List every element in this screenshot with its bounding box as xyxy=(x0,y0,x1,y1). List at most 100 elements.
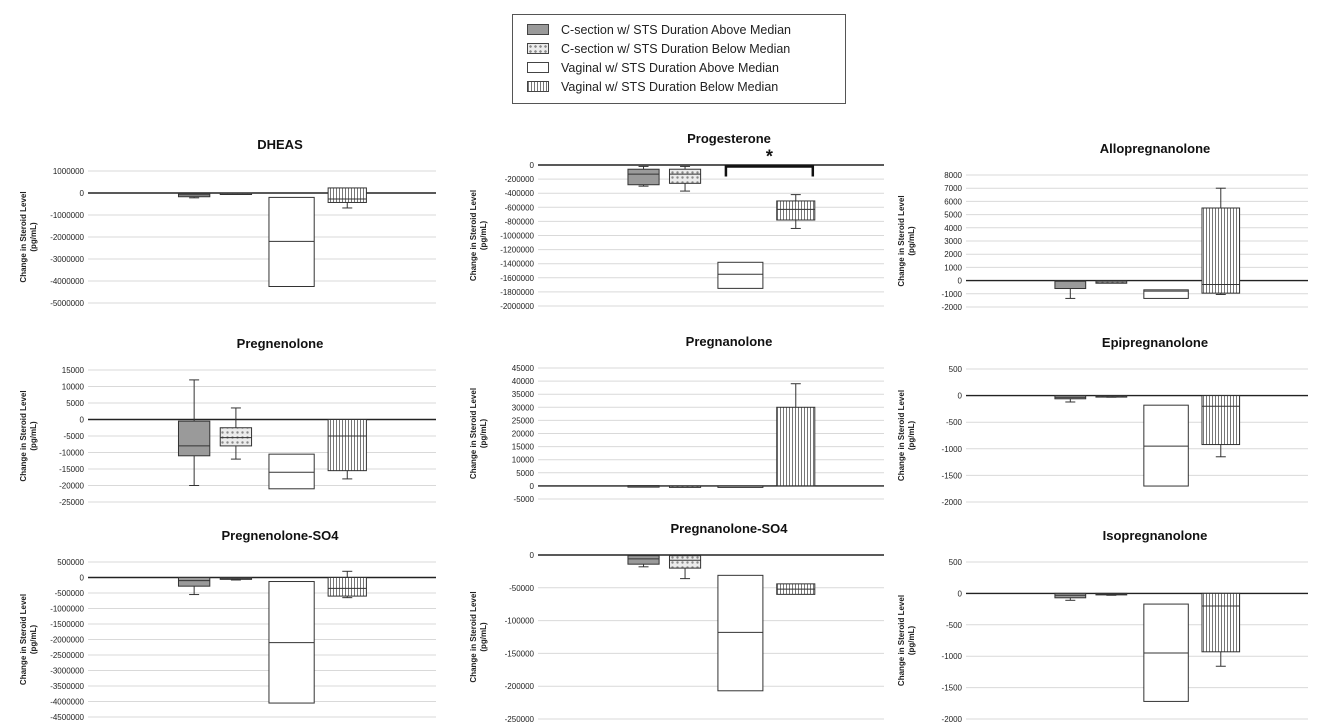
y-tick-label: 0 xyxy=(530,551,535,560)
significance-bracket xyxy=(724,165,815,177)
legend-label: Vaginal w/ STS Duration Above Median xyxy=(561,61,779,75)
y-tick-label: -200000 xyxy=(505,175,535,184)
y-tick-label: -20000 xyxy=(59,482,84,491)
y-axis-label: Change in Steroid Level xyxy=(469,190,478,281)
y-tick-label: -1000000 xyxy=(500,232,534,241)
y-tick-label: -15000 xyxy=(59,465,84,474)
legend-label: Vaginal w/ STS Duration Below Median xyxy=(561,80,779,94)
y-tick-label: 0 xyxy=(958,589,963,598)
y-tick-label: 0 xyxy=(80,574,85,583)
chart-title: Pregnanolone-SO4 xyxy=(670,521,788,536)
y-axis-label: Change in Steroid Level xyxy=(897,595,906,686)
y-tick-label: -4000000 xyxy=(50,698,84,707)
y-tick-label: 30000 xyxy=(512,403,535,412)
y-tick-label: -150000 xyxy=(505,649,535,658)
y-tick-label: 20000 xyxy=(512,430,535,439)
y-tick-label: 4000 xyxy=(944,224,962,233)
y-tick-label: 15000 xyxy=(512,443,535,452)
legend-item-vaginal-above: Vaginal w/ STS Duration Above Median xyxy=(527,61,845,80)
y-tick-label: -1200000 xyxy=(500,246,534,255)
y-tick-label: -250000 xyxy=(505,715,535,724)
y-tick-label: 2000 xyxy=(944,250,962,259)
y-axis-label: Change in Steroid Level xyxy=(469,591,478,682)
y-tick-label: -500000 xyxy=(55,589,85,598)
y-axis-unit: (pg/mL) xyxy=(479,622,488,652)
y-tick-label: 0 xyxy=(80,416,85,425)
legend-swatch-dots xyxy=(527,43,549,54)
y-tick-label: 0 xyxy=(958,392,963,401)
y-axis-unit: (pg/mL) xyxy=(479,419,488,449)
y-tick-label: 5000 xyxy=(944,211,962,220)
y-tick-label: -2000000 xyxy=(50,233,84,242)
y-tick-label: -2500000 xyxy=(50,651,84,660)
y-tick-label: 5000 xyxy=(516,469,534,478)
y-tick-label: -1400000 xyxy=(500,260,534,269)
y-tick-label: 3000 xyxy=(944,237,962,246)
box-vaginal-below xyxy=(327,187,367,203)
y-tick-label: 10000 xyxy=(62,383,85,392)
box-vaginal-above xyxy=(268,453,315,490)
y-tick-label: -3500000 xyxy=(50,682,84,691)
y-tick-label: 15000 xyxy=(62,366,85,375)
legend-label: C-section w/ STS Duration Below Median xyxy=(561,42,791,56)
y-tick-label: -1500 xyxy=(942,471,963,480)
legend: C-section w/ STS Duration Above Median C… xyxy=(512,14,846,104)
legend-swatch-white xyxy=(527,62,549,73)
y-tick-label: -100000 xyxy=(505,617,535,626)
y-tick-label: 8000 xyxy=(944,171,962,180)
y-tick-label: -500 xyxy=(946,418,963,427)
y-axis-unit: (pg/mL) xyxy=(907,226,916,256)
y-axis-label: Change in Steroid Level xyxy=(469,388,478,479)
box-csection-above xyxy=(177,420,211,457)
y-tick-label: 6000 xyxy=(944,197,962,206)
chart-title: Pregnenolone-SO4 xyxy=(221,528,339,543)
y-axis-label: Change in Steroid Level xyxy=(19,390,28,481)
chart-title: Isopregnanolone xyxy=(1103,528,1208,543)
box-vaginal-below xyxy=(1201,592,1241,653)
y-tick-label: 1000000 xyxy=(53,167,85,176)
box-vaginal-above xyxy=(717,574,764,692)
y-tick-label: -2000000 xyxy=(500,302,534,311)
y-tick-label: -3000000 xyxy=(50,667,84,676)
chart-title: Pregnenolone xyxy=(237,336,324,351)
box-vaginal-above xyxy=(1143,404,1189,487)
legend-swatch-gray xyxy=(527,24,549,35)
box-vaginal-above xyxy=(1143,289,1189,299)
y-axis-label: Change in Steroid Level xyxy=(897,195,906,286)
y-tick-label: -50000 xyxy=(509,584,534,593)
legend-item-vaginal-below: Vaginal w/ STS Duration Below Median xyxy=(527,80,845,99)
y-tick-label: -1500000 xyxy=(50,620,84,629)
box-vaginal-below xyxy=(776,406,816,487)
y-tick-label: -2000 xyxy=(942,715,963,724)
chart-title: Progesterone xyxy=(687,131,771,146)
y-tick-label: 45000 xyxy=(512,364,535,373)
y-axis-unit: (pg/mL) xyxy=(907,421,916,451)
chart-title: Pregnanolone xyxy=(686,334,773,349)
y-axis-unit: (pg/mL) xyxy=(29,222,38,252)
y-tick-label: -1600000 xyxy=(500,274,534,283)
y-tick-label: 500000 xyxy=(57,558,84,567)
box-vaginal-below xyxy=(1201,395,1241,446)
legend-item-csection-below: C-section w/ STS Duration Below Median xyxy=(527,42,845,61)
y-tick-label: 1000 xyxy=(944,263,962,272)
y-tick-label: -4000000 xyxy=(50,277,84,286)
y-axis-label: Change in Steroid Level xyxy=(19,594,28,685)
legend-label: C-section w/ STS Duration Above Median xyxy=(561,23,791,37)
y-tick-label: 500 xyxy=(949,558,963,567)
y-axis-unit: (pg/mL) xyxy=(29,421,38,451)
y-axis-unit: (pg/mL) xyxy=(479,221,488,251)
box-vaginal-above xyxy=(717,261,764,289)
box-csection-above xyxy=(627,168,660,186)
y-tick-label: 40000 xyxy=(512,377,535,386)
box-vaginal-below xyxy=(327,419,367,472)
y-tick-label: -1500 xyxy=(942,684,963,693)
box-vaginal-above xyxy=(268,196,315,287)
legend-item-csection-above: C-section w/ STS Duration Above Median xyxy=(527,23,845,42)
y-tick-label: -10000 xyxy=(59,449,84,458)
y-tick-label: -4500000 xyxy=(50,713,84,722)
y-tick-label: -2000 xyxy=(942,498,963,507)
y-tick-label: -1000 xyxy=(942,290,963,299)
y-tick-label: -5000 xyxy=(64,432,85,441)
y-tick-label: -500 xyxy=(946,621,963,630)
